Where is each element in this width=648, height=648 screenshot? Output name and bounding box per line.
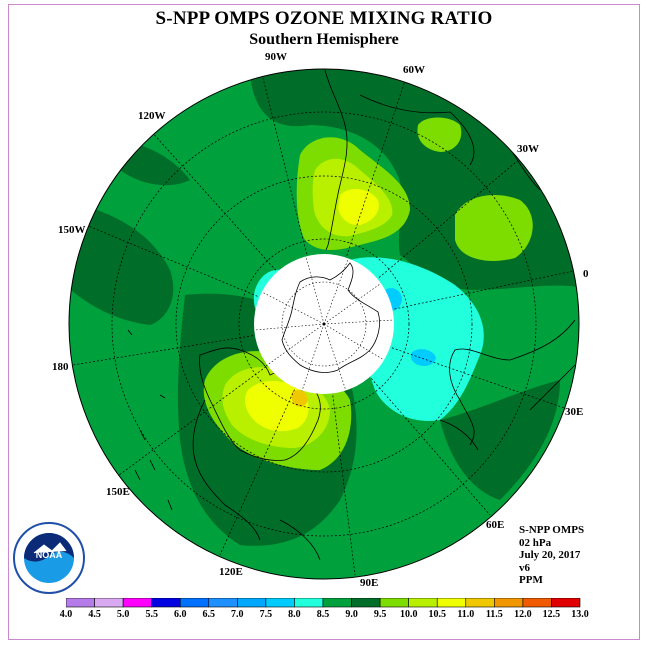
- colorbar-tick-label: 5.5: [145, 609, 158, 620]
- info-version: v6: [519, 561, 530, 574]
- lon-label-180: 180: [52, 361, 69, 373]
- colorbar-box-11: [379, 598, 409, 608]
- colorbar-tick-label: 6.5: [202, 609, 216, 620]
- noaa-logo: NOAA: [13, 522, 85, 594]
- field-darkgreen-northwest: [120, 140, 190, 186]
- globe-border: [68, 68, 580, 580]
- colorbar-tick-label: 4.0: [59, 609, 73, 620]
- info-units: PPM: [519, 574, 543, 586]
- lon-label-120e: 120E: [219, 566, 243, 578]
- colorbar-box-4: [179, 598, 210, 608]
- colorbar-tick-label: 11.0: [457, 609, 475, 620]
- colorbar-tick-label: 11.5: [485, 609, 503, 620]
- colorbar-tick-label: 10.5: [428, 609, 446, 620]
- graticule: [72, 77, 579, 576]
- info-block: S-NPP OMPS 02 hPa July 20, 2017 v6 PPM: [519, 524, 584, 587]
- colorbar-box-6: [237, 598, 267, 608]
- colorbar-tick-label: 8.0: [288, 609, 301, 620]
- south-pole-marker: [322, 322, 326, 326]
- colorbar-box-17: [551, 598, 581, 608]
- colorbar-tick-label: 10.0: [399, 609, 418, 620]
- colorbar-box-3: [151, 598, 181, 608]
- lon-label-90w: 90W: [265, 51, 287, 63]
- antarctica-coastline: [281, 262, 380, 373]
- colorbar-box-13: [436, 598, 467, 608]
- colorbar-tick-label: 9.5: [373, 609, 387, 620]
- colorbar-tick-label: 12.0: [514, 609, 532, 620]
- colorbar-box-14: [465, 598, 495, 608]
- map-subtitle: Southern Hemisphere: [249, 31, 399, 48]
- field-9p5-atlantic: [455, 195, 533, 261]
- lon-label-60e: 60E: [486, 519, 505, 531]
- info-instrument: S-NPP OMPS: [519, 524, 585, 536]
- colorbar-box-12: [408, 598, 438, 608]
- colorbar-box-5: [208, 598, 238, 608]
- colorbar-box-15: [494, 598, 524, 608]
- logo-text: NOAA: [36, 550, 63, 560]
- figure-frame: [8, 4, 640, 640]
- colorbar-box-9: [322, 598, 352, 608]
- colorbar-tick-label: 7.0: [231, 609, 244, 620]
- info-level: 02 hPa: [519, 536, 552, 549]
- colorbar-tick-label: 12.5: [542, 609, 561, 620]
- field-7p5-blob2: [410, 349, 436, 366]
- lon-label-90e: 90E: [360, 577, 379, 589]
- colorbar-tick-label: 9.0: [345, 609, 358, 620]
- colorbar: [66, 598, 581, 608]
- colorbar-box-7: [265, 598, 295, 608]
- lon-label-60w: 60W: [403, 64, 425, 76]
- info-date: July 20, 2017: [519, 549, 581, 561]
- lon-label-120w: 120W: [138, 110, 166, 122]
- field-9p5-atlantic-north: [417, 117, 462, 152]
- field-darkgreen-west: [69, 200, 174, 325]
- lon-label-0: 0: [583, 268, 589, 280]
- field-11-australia: [291, 390, 308, 407]
- colorbar-tick-label: 6.0: [173, 609, 187, 620]
- colorbar-box-16: [522, 598, 552, 608]
- field-10p5-south-america: [338, 188, 379, 226]
- colorbar-tick-label: 7.5: [259, 609, 273, 620]
- colorbar-box-8: [294, 598, 324, 608]
- colorbar-tick-label: 8.5: [316, 609, 330, 620]
- colorbar-tick-label: 4.5: [88, 609, 101, 620]
- coastlines: [127, 69, 576, 561]
- colorbar-tick-label: 5.0: [116, 609, 130, 620]
- lon-label-30w: 30W: [517, 143, 539, 155]
- lon-label-150w: 150W: [58, 224, 86, 236]
- lon-label-30e: 30E: [565, 406, 584, 418]
- colorbar-box-2: [122, 598, 152, 608]
- map-title: S-NPP OMPS OZONE MIXING RATIO: [155, 8, 493, 29]
- inner-graticule: [254, 256, 395, 392]
- colorbar-tick-label: 13.0: [571, 609, 589, 620]
- lon-label-150e: 150E: [106, 486, 130, 498]
- colorbar-box-10: [351, 598, 381, 608]
- colorbar-box-1: [94, 598, 124, 608]
- colorbar-box-0: [66, 598, 95, 608]
